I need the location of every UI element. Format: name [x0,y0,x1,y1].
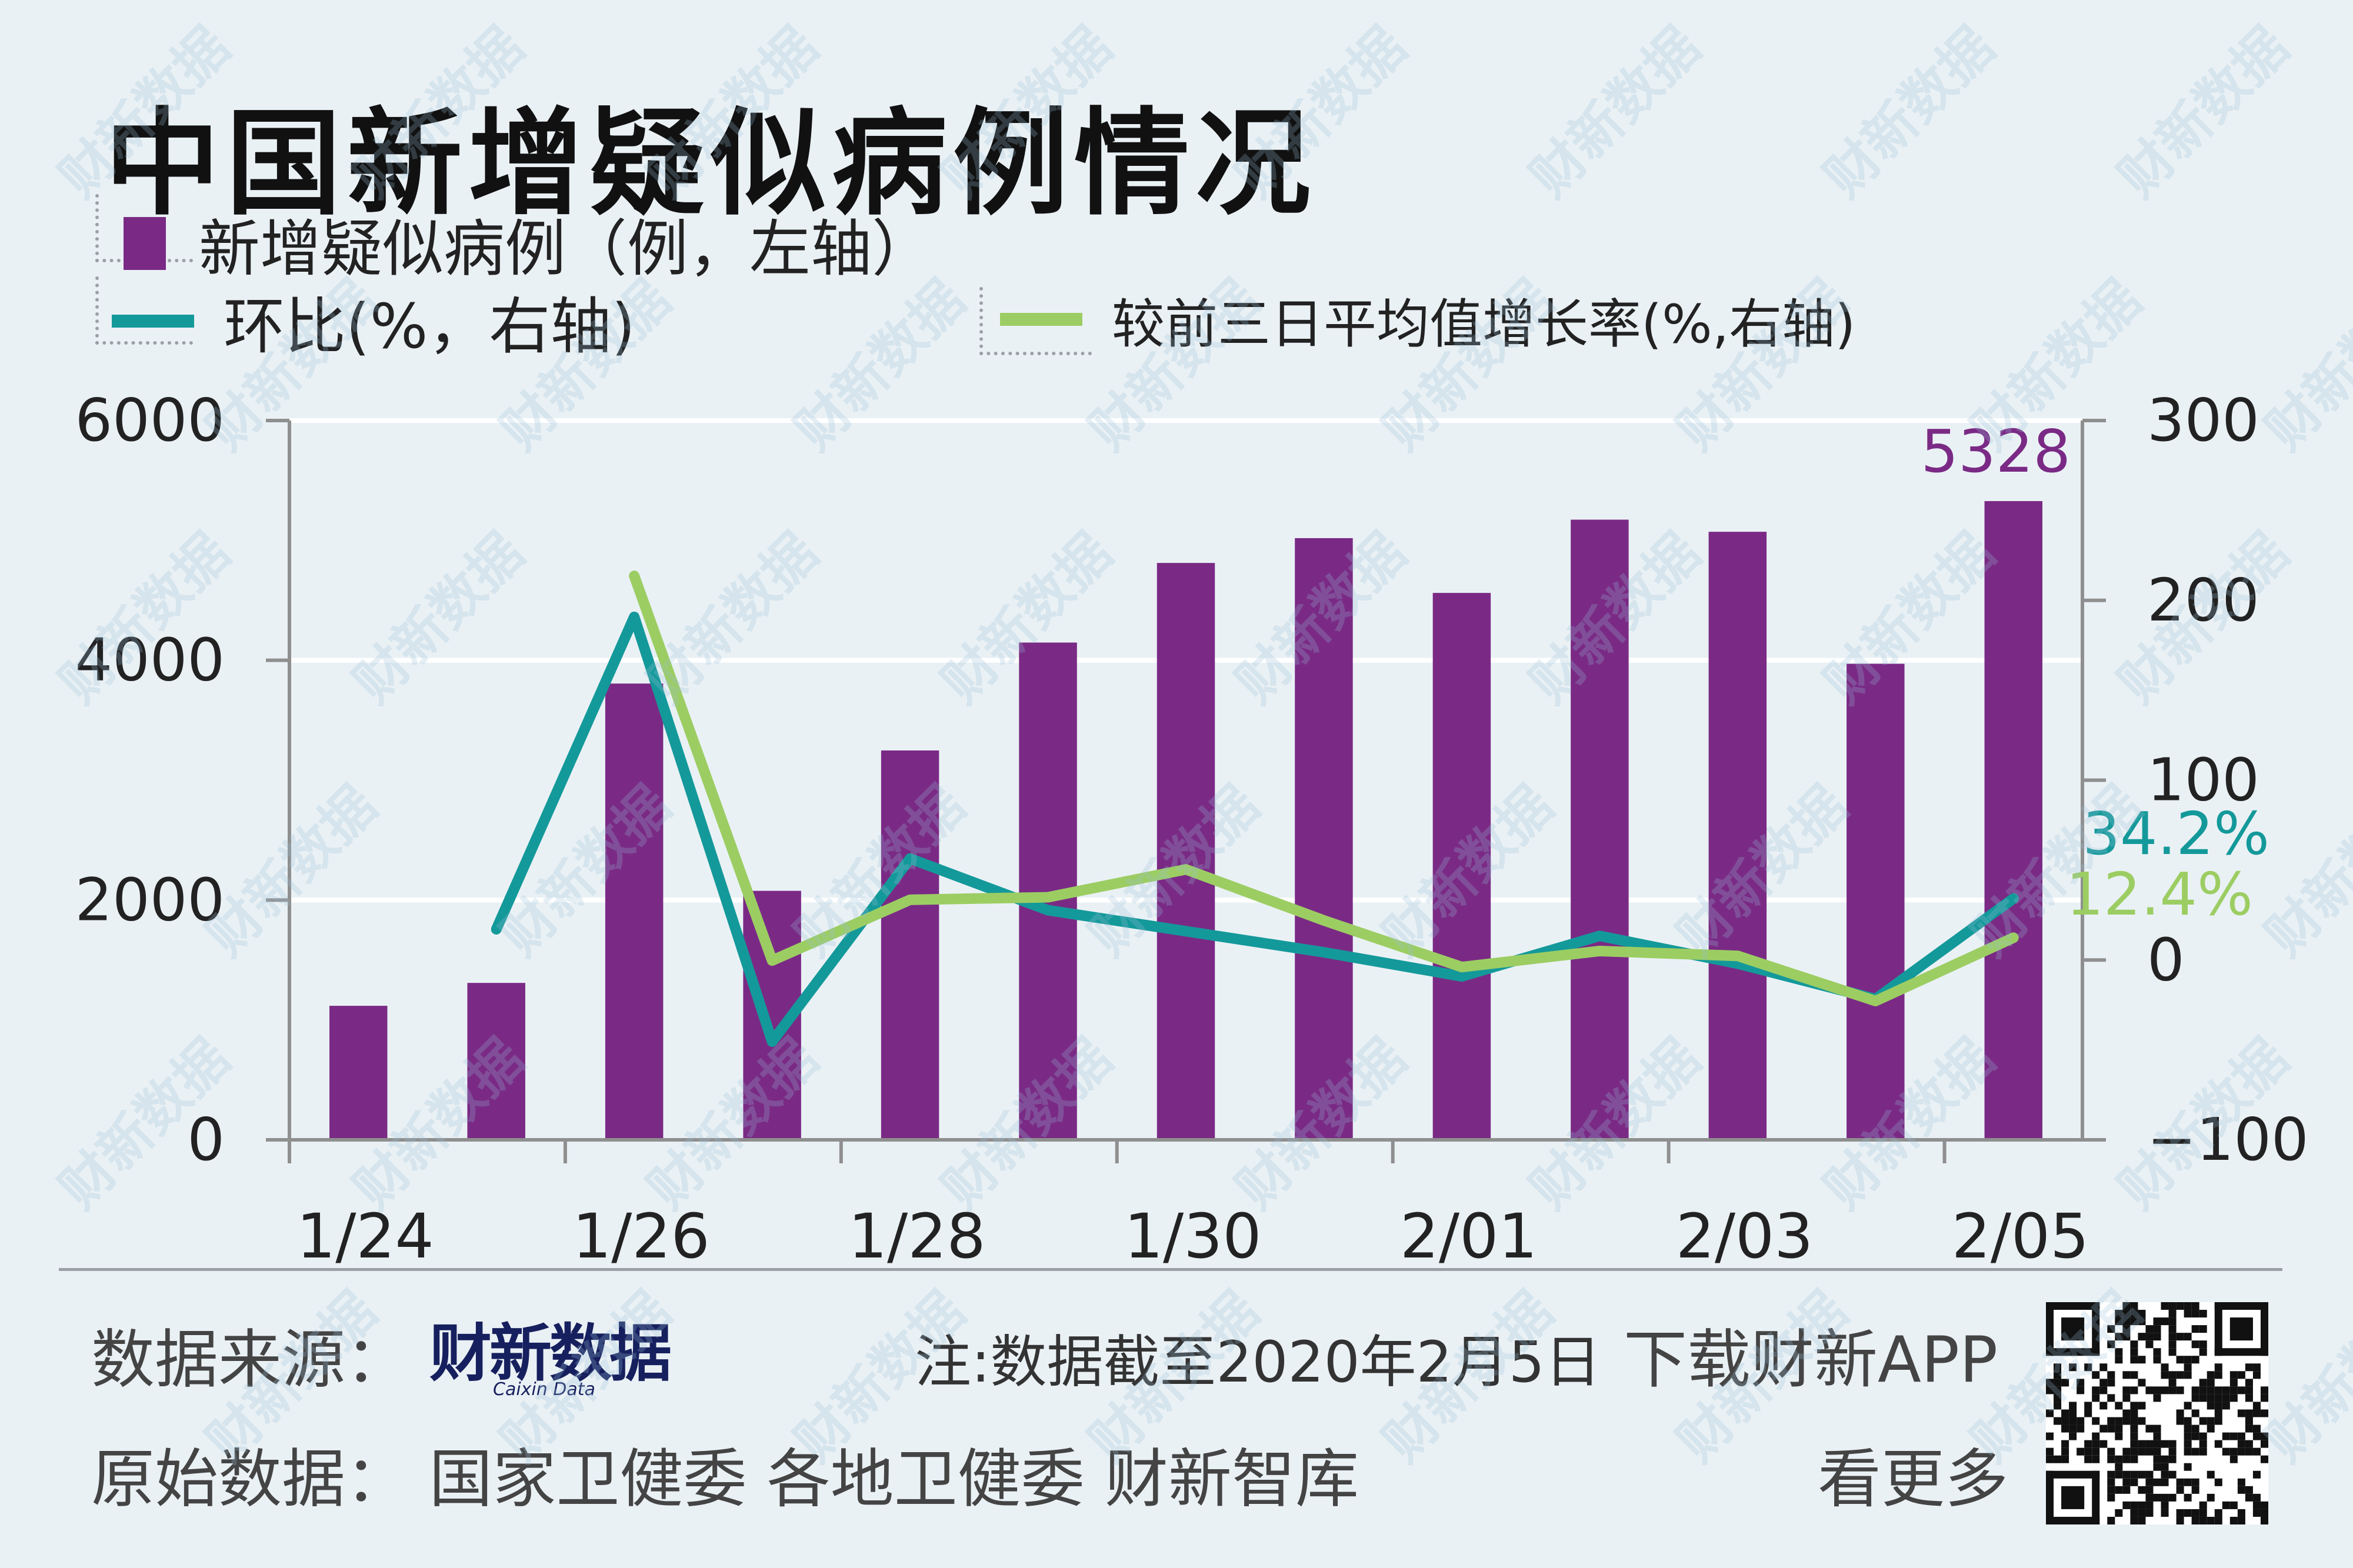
left-tick-label: 4000 [75,626,225,695]
annotations: 5328 34.2%12.4% [1921,417,2270,929]
bars [329,501,2043,1140]
bar [329,1006,388,1140]
left-tick-label: 0 [187,1105,225,1174]
legend-frame-3 [979,287,1092,355]
left-tick-label: 6000 [75,386,225,455]
axes [266,419,2106,1163]
brand-logo-sub: Caixin Data [493,1379,595,1400]
series-line [491,611,2019,1047]
x-tick-label: 2/03 [1676,1200,1814,1272]
date-note: 注:数据截至2020年2月5日 [915,1329,1601,1395]
left-tick-label: 2000 [75,865,225,934]
legend-item-line2: 较前三日平均值增长率(%,右轴) [1000,281,1855,358]
bar [881,750,939,1140]
x-tick-label: 1/28 [848,1200,986,1272]
bar [1708,532,1767,1140]
legend-line2-swatch [1000,313,1082,326]
legend-line1-swatch [112,314,194,328]
legend-item-line1: 环比(%，右轴) [112,276,635,365]
bar [605,683,664,1140]
bar [467,983,525,1140]
footer-divider [59,1268,2282,1271]
bar [1571,519,1629,1140]
x-tick-label: 1/30 [1124,1200,1262,1272]
series-lines [491,571,2019,1047]
x-tick-label: 2/05 [1952,1200,2089,1272]
bar [1984,501,2043,1140]
chart-title: 中国新增疑似病例情况 [105,97,1317,231]
source-label: 数据来源： [91,1323,409,1397]
qr-code-icon[interactable] [2046,1302,2268,1524]
legend-line2-label: 较前三日平均值增长率(%,右轴) [1112,293,1856,355]
line1-last-label: 34.2% [2082,799,2269,868]
x-tick-label: 1/26 [572,1200,710,1272]
legend-item-bar: 新增疑似病例（例，左轴） [124,199,933,288]
line2-last-label: 12.4% [2066,860,2253,929]
legend-bar-swatch [124,216,166,270]
brand-logo: 财新数据 [429,1317,672,1390]
download-app-link[interactable]: 下载财新APP [1624,1323,1998,1397]
tick-labels: 6000 4000 2000 0 300 200 100 0 −100 1/24 1/26 1/28 1… [75,386,2309,1272]
origin-data: 原始数据： 国家卫健委 各地卫健委 财新智库 [91,1443,1359,1516]
right-tick-label: 300 [2147,386,2259,455]
right-tick-label: 0 [2147,925,2185,994]
bar [1295,538,1353,1140]
right-tick-label: 100 [2147,746,2259,815]
bar [1847,663,1905,1140]
see-more-link[interactable]: 看更多 [1818,1443,2009,1516]
legend-line1-label: 环比(%，右轴) [224,291,635,362]
last-bar-label: 5328 [1921,417,2071,486]
right-tick-label: −100 [2147,1105,2309,1174]
x-tick-label: 1/24 [296,1200,434,1272]
bar [1432,593,1491,1140]
x-tick-label: 2/01 [1400,1200,1538,1272]
legend-bar-label: 新增疑似病例（例，左轴） [199,213,934,285]
legend-frame-2 [95,276,193,345]
bar [1156,563,1215,1140]
right-tick-label: 200 [2147,566,2259,635]
series-line [629,571,2019,1006]
